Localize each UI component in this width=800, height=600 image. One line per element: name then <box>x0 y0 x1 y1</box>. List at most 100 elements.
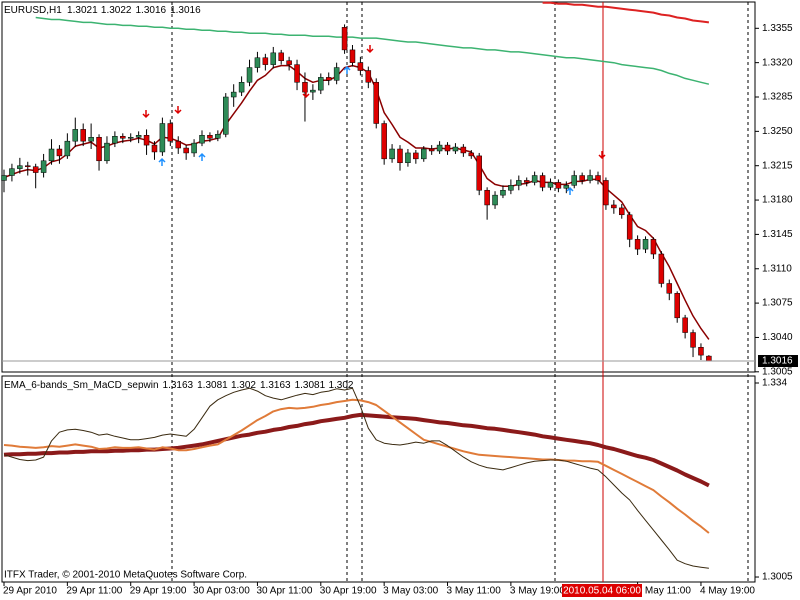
candle-body <box>468 152 475 157</box>
candle-body <box>32 166 39 173</box>
series-line <box>3 398 710 534</box>
series-line <box>3 387 709 569</box>
candle-body <box>127 136 134 139</box>
candle-body <box>516 180 522 186</box>
candle-body <box>88 136 94 142</box>
header-close: 1.3016 <box>170 5 201 16</box>
chart-header: EURUSD,H1 1.3021 1.3022 1.3016 1.3016 <box>4 5 201 16</box>
candle-body <box>191 142 197 154</box>
candle-body <box>476 155 482 191</box>
candle-body <box>595 175 601 181</box>
header-low: 1.3016 <box>135 5 166 16</box>
up-arrow <box>343 65 351 74</box>
candle-body <box>112 136 118 144</box>
candle-body <box>634 239 641 250</box>
candle-body <box>230 91 237 98</box>
candle-body <box>246 67 253 83</box>
candle-body <box>341 27 348 51</box>
candle-body <box>349 49 356 63</box>
candle-body <box>547 182 554 188</box>
y-tick-label: 1.3250 <box>762 126 793 137</box>
indicator-value: 1.3081 <box>295 380 326 391</box>
candle-body <box>508 185 514 191</box>
candle-body <box>17 165 23 169</box>
candle-body <box>294 64 300 83</box>
candle-body <box>428 148 435 152</box>
x-tick-label: 3 May 19:00 <box>510 586 565 597</box>
down-arrow <box>598 151 606 160</box>
candle-body <box>421 148 427 160</box>
indicator-title: EMA_6-bands_Sm_MaCD_sepwin <box>4 380 159 391</box>
candle-body <box>460 146 467 154</box>
x-tick-label: 30 Apr 19:00 <box>320 586 377 597</box>
candle-body <box>254 57 261 68</box>
candle-body <box>682 317 688 333</box>
candle-body <box>96 136 102 162</box>
candle-body <box>492 194 498 206</box>
candle-body <box>310 89 316 93</box>
up-arrow <box>566 186 574 195</box>
header-high: 1.3022 <box>101 5 132 16</box>
candle-body <box>381 123 387 160</box>
candle-body <box>555 182 562 189</box>
candle-body <box>120 136 126 139</box>
x-tick-label: 3 May 03:00 <box>383 586 438 597</box>
indicator-value: 1.3081 <box>197 380 228 391</box>
y-tick-label: 1.3355 <box>762 23 793 34</box>
candle-body <box>175 140 181 149</box>
candle-body <box>666 283 673 294</box>
candle-body <box>357 62 364 71</box>
candle-body <box>199 135 205 144</box>
indicator-value: 1.3163 <box>163 380 194 391</box>
y-tick-label: 1.3285 <box>762 92 793 103</box>
x-tick-label: 29 Apr 2010 <box>3 586 57 597</box>
x-tick-label: 30 Apr 11:00 <box>256 586 312 597</box>
layout <box>1 1 756 583</box>
series-line <box>3 412 710 488</box>
crosshair-label: 2010.05.04 06:00 <box>563 586 641 597</box>
candle-body <box>302 82 308 93</box>
candle-body <box>500 189 506 196</box>
candle-body <box>373 82 379 124</box>
candle-body <box>587 175 593 181</box>
candle-body <box>215 134 221 139</box>
candle-body <box>1 175 7 181</box>
x-tick-label: 29 Apr 11:00 <box>66 586 122 597</box>
copyright: ITFX Trader, © 2001-2010 MetaQuotes Soft… <box>4 570 247 581</box>
candle-body <box>389 148 395 160</box>
candle-body <box>413 152 419 160</box>
candle-body <box>9 168 15 176</box>
candle-body <box>626 214 633 240</box>
x-tick-label: 30 Apr 03:00 <box>193 586 250 597</box>
candle-body <box>603 180 609 206</box>
candle-body <box>444 144 451 152</box>
candle-body <box>523 180 530 183</box>
candle-body <box>658 253 665 284</box>
candle-body <box>484 189 490 206</box>
y-tick-label: 1.3215 <box>762 160 793 171</box>
candle-body <box>270 52 277 65</box>
candle-body <box>405 152 411 164</box>
series-line <box>35 16 710 85</box>
candle-body <box>72 129 79 142</box>
x-tick-label: 4 May 19:00 <box>700 586 755 597</box>
main-panel-frame <box>1 1 756 373</box>
candle-body <box>151 144 158 153</box>
indicator-value: 1.302 <box>328 380 353 391</box>
candle-body <box>611 204 617 209</box>
candle-body <box>674 293 680 319</box>
candle-body <box>207 135 213 139</box>
x-tick-label: 3 May 11:00 <box>447 586 502 597</box>
candle-body <box>25 165 31 167</box>
candle-body <box>579 175 585 181</box>
chart-title: EURUSD,H1 <box>4 5 62 16</box>
indicator-panel-frame <box>1 375 756 583</box>
candle-body <box>104 142 110 162</box>
candle-body <box>642 239 649 250</box>
candle-body <box>531 175 538 183</box>
y-tick-label: 1.334 <box>762 378 787 389</box>
candle-body <box>135 135 142 138</box>
y-tick-label: 1.3040 <box>762 332 793 343</box>
